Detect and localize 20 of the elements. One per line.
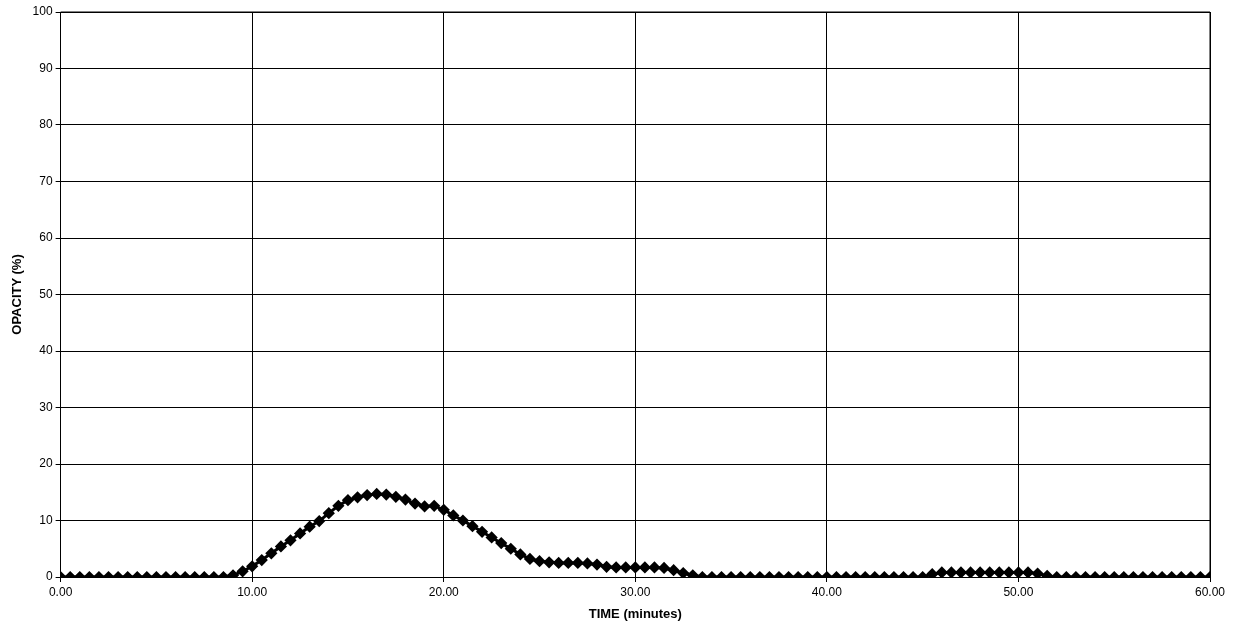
y-tick-label: 40 <box>39 343 53 358</box>
x-axis-title: TIME (minutes) <box>588 605 682 621</box>
y-tick-label: 80 <box>39 117 53 132</box>
x-tick-label: 60.00 <box>1194 584 1226 599</box>
y-tick-label: 70 <box>39 173 53 188</box>
y-tick-label: 0 <box>45 569 53 584</box>
y-tick-label: 30 <box>39 399 53 414</box>
x-tick-label: 0.00 <box>48 584 73 599</box>
y-tick-label: 60 <box>39 230 53 245</box>
x-tick-label: 40.00 <box>811 584 843 599</box>
y-tick-label: 100 <box>32 4 53 19</box>
x-tick-label: 50.00 <box>1003 584 1034 599</box>
y-tick-label: 20 <box>39 456 53 471</box>
y-tick-label: 50 <box>39 286 53 301</box>
x-tick-label: 10.00 <box>237 584 268 599</box>
y-tick-label: 90 <box>39 60 53 75</box>
y-axis-title: OPACITY (%) <box>9 254 25 335</box>
y-tick-label: 10 <box>39 512 53 527</box>
x-tick-label: 20.00 <box>428 584 460 599</box>
x-tick-label: 30.00 <box>620 584 651 599</box>
